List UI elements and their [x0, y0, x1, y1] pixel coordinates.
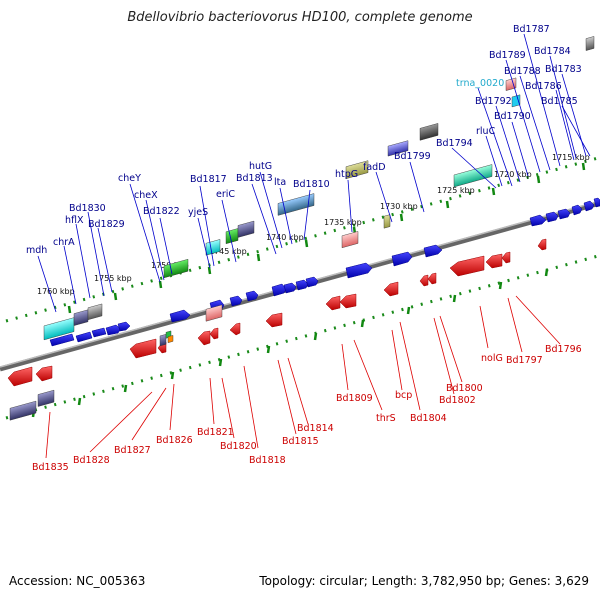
gene-label: Bd1828 [73, 455, 110, 466]
trna-label: trna_0020 [456, 78, 504, 89]
forward-gene-labels: mdh chrA hflX Bd1830 Bd1829 cheY cheX Bd… [26, 24, 582, 256]
kbp-label: 1740 kbp [266, 233, 304, 242]
gene-label: mdh [26, 245, 47, 256]
kbp-label: 1720 kbp [494, 170, 532, 179]
kbp-label: 1760 kbp [37, 287, 75, 296]
gene-label: cheX [134, 190, 158, 201]
gene-label: Bd1814 [297, 423, 334, 434]
gene-label: Bd1783 [545, 64, 582, 75]
kbp-label: 1725 kbp [437, 186, 475, 195]
gene-label: Bd1821 [197, 427, 234, 438]
gene-label: Bd1809 [336, 393, 373, 404]
gene-label: yjeS [188, 207, 208, 218]
gene-label: hutG [249, 161, 272, 172]
gene-label: Bd1800 [446, 383, 483, 394]
gene-label: Bd1830 [69, 203, 106, 214]
gene-label: fadD [363, 162, 386, 173]
gene-label: Bd1817 [190, 174, 227, 185]
gene-label: Bd1820 [220, 441, 257, 452]
gene-label: Bd1784 [534, 46, 571, 57]
gene-label: chrA [53, 237, 75, 248]
kbp-label: 1755 kbp [94, 274, 132, 283]
forward-special-genes [43, 36, 595, 341]
gene-label: Bd1813 [236, 173, 273, 184]
genome-title: Bdellovibrio bacteriovorus HD100, comple… [127, 10, 473, 25]
gene-label: Bd1799 [394, 151, 431, 162]
gene-label: bcp [395, 390, 412, 401]
lower-dotted-ruler [5, 254, 599, 420]
lower-ruler-ticks [31, 268, 549, 418]
gene-label: Bd1810 [293, 179, 330, 190]
gene-label: nolG [481, 353, 503, 364]
gene-label: Bd1804 [410, 413, 447, 424]
gene-label: Bd1790 [494, 111, 531, 122]
kbp-label: 1715 kbp [552, 153, 590, 162]
gene-label: Bd1788 [504, 66, 541, 77]
forward-gene-arrows [49, 197, 600, 347]
reverse-special-genes [9, 164, 493, 421]
gene-label: eriC [216, 189, 235, 200]
gene-label: thrS [376, 413, 396, 424]
kbp-label: 1745 kbp [209, 247, 247, 256]
gene-label: Bd1829 [88, 219, 125, 230]
gene-label: Bd1794 [436, 138, 473, 149]
forward-label-leaders [37, 33, 591, 313]
reverse-label-leaders [45, 295, 561, 459]
gene-label: Bd1796 [545, 344, 582, 355]
gene-label: Bd1835 [32, 462, 69, 473]
reverse-gene-arrows [7, 238, 547, 387]
gene-label: Bd1815 [282, 436, 319, 447]
gene-label: rluC [476, 126, 496, 137]
gene-label: Bd1787 [513, 24, 550, 35]
kbp-label: 1730 kbp [380, 202, 418, 211]
gene-label: cheY [118, 173, 141, 184]
gene-label: Bd1786 [525, 81, 562, 92]
gene-label: Bd1826 [156, 435, 193, 446]
gene-label: lta [274, 177, 286, 188]
gene-label: Bd1792 [475, 96, 512, 107]
gene-label: Bd1802 [439, 395, 476, 406]
accession-text: Accession: NC_005363 [9, 574, 146, 588]
gene-label: Bd1827 [114, 445, 151, 456]
gene-label: Bd1785 [541, 96, 578, 107]
upper-dotted-ruler [5, 156, 599, 323]
gene-label: Bd1797 [506, 355, 543, 366]
gene-label: Bd1818 [249, 455, 286, 466]
gene-label: hflX [65, 215, 84, 226]
gene-label: Bd1789 [489, 50, 526, 61]
gene-label: htpG [335, 169, 358, 180]
reverse-gene-labels: Bd1835 Bd1828 Bd1827 Bd1826 Bd1821 Bd182… [32, 344, 582, 473]
gene-label: Bd1822 [143, 206, 180, 217]
genome-summary-text: Topology: circular; Length: 3,782,950 bp… [259, 574, 589, 588]
kbp-label: 1735 kbp [324, 218, 362, 227]
